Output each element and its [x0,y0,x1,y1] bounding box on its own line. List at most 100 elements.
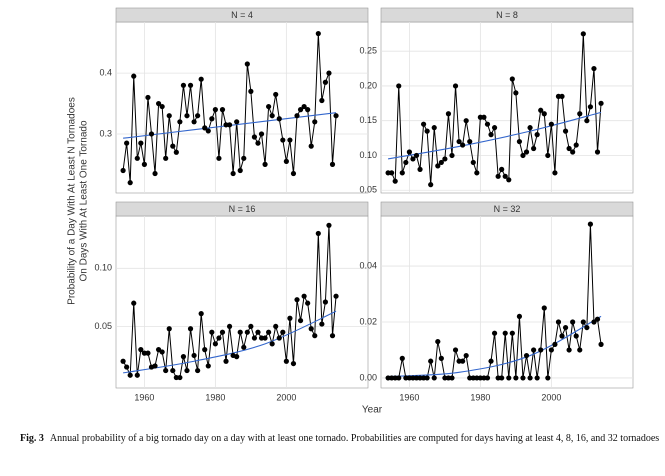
caption: Fig. 3 Annual probability of a big tornad… [20,432,660,445]
data-point [559,93,565,99]
data-point [244,329,250,335]
data-point [219,107,226,113]
data-point [209,329,215,335]
caption-label: Fig. 3 [20,433,44,444]
data-point [202,347,208,353]
data-point [315,230,321,237]
data-point [120,358,126,364]
data-point [212,107,218,113]
caption-text: Annual probability of a big tornado day … [49,433,660,444]
data-point [219,329,226,335]
data-point [230,170,236,177]
strip-label: N = 8 [496,10,518,20]
data-point [399,355,405,361]
data-point [541,111,547,117]
data-point [438,159,444,166]
data-point [223,358,229,364]
strip-label: N = 4 [231,10,253,20]
data-point [170,143,176,149]
data-point [406,149,412,155]
data-point [184,113,190,119]
data-point [531,145,537,152]
data-point [159,103,165,110]
data-point [449,152,455,159]
data-point [287,137,293,143]
data-point [191,352,197,359]
data-point [234,354,240,360]
data-point [124,364,130,370]
data-point [241,155,247,161]
strip [380,201,634,217]
data-point [516,138,523,145]
x-tick-label: 1980 [470,392,490,402]
data-point [474,170,480,176]
data-point [513,375,519,381]
data-point [389,170,395,176]
data-point [152,363,158,369]
data-point [566,347,572,353]
data-point [516,313,523,320]
data-point [499,375,505,381]
data-point [166,113,172,119]
x-tick-label: 1980 [205,392,225,402]
data-point [491,125,498,131]
data-point [301,103,307,110]
data-point [456,138,462,145]
y-tick-label: 0.05 [359,185,377,195]
data-point [523,149,530,155]
data-point [570,319,576,325]
data-point [255,140,261,146]
data-point [202,125,208,131]
strip [380,7,634,23]
data-point [173,149,179,155]
x-axis-label: Year [362,405,383,416]
data-point [294,113,300,119]
x-tick-label: 2000 [276,392,296,402]
data-point [269,341,275,347]
data-point [166,326,172,332]
data-point [248,88,254,94]
data-point [470,159,476,166]
data-point [326,222,332,228]
data-point [326,70,332,76]
data-point [598,100,604,106]
data-point [187,82,194,88]
data-point [591,65,597,72]
data-point [180,354,187,360]
data-point [163,155,169,161]
data-point [216,335,222,341]
data-point [315,30,321,37]
data-point [308,326,314,332]
data-point [520,152,526,159]
y-tick-label: 0.04 [359,260,377,270]
data-point [191,119,197,125]
data-point [594,149,601,155]
data-point [495,173,501,179]
data-point [396,375,402,381]
data-point [297,317,304,324]
data-point [329,161,336,167]
data-point [120,167,126,174]
data-point [452,347,459,353]
x-tick-label: 2000 [541,392,561,402]
data-point [410,156,416,162]
data-point [491,330,498,336]
data-point [290,170,297,177]
fit-line [388,111,602,160]
data-point [266,329,272,335]
data-point [177,119,183,125]
data-point [598,341,604,347]
data-point [145,94,151,101]
data-point [262,335,268,341]
data-point [541,305,547,311]
data-point [452,83,459,89]
data-point [134,372,140,378]
data-point [184,367,190,374]
data-point [266,103,272,110]
data-point [283,158,289,164]
data-point [484,121,491,127]
data-point [177,374,183,381]
panel [115,215,369,389]
data-point [424,375,430,381]
data-point [195,113,201,119]
